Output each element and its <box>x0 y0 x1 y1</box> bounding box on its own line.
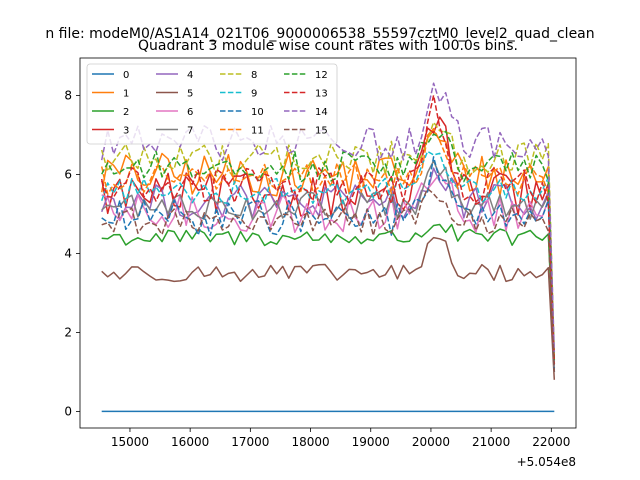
legend-label-11: 11 <box>251 126 264 137</box>
legend-label-0: 0 <box>123 70 129 81</box>
legend-label-14: 14 <box>315 107 328 118</box>
y-tick-label: 8 <box>64 89 72 103</box>
series-line-12 <box>101 130 556 361</box>
plot-series <box>100 82 556 413</box>
legend-label-6: 6 <box>187 107 193 118</box>
series-line-8 <box>100 121 556 357</box>
y-axis-ticks: 0 2 4 6 8 <box>64 89 80 418</box>
y-tick-label: 2 <box>64 325 72 339</box>
y-tick-label: 6 <box>64 167 72 181</box>
series-line-15 <box>101 187 556 372</box>
legend-label-9: 9 <box>251 89 257 100</box>
legend-label-5: 5 <box>187 89 193 100</box>
series-line-10 <box>101 156 556 372</box>
legend-label-4: 4 <box>187 70 193 81</box>
x-tick-label: 16000 <box>171 435 209 449</box>
legend-label-7: 7 <box>187 126 193 137</box>
legend-label-15: 15 <box>315 126 328 137</box>
x-axis-ticks: 15000 16000 17000 18000 19000 20000 21000 22000 <box>111 428 570 449</box>
x-tick-label: 15000 <box>111 435 149 449</box>
legend-label-10: 10 <box>251 107 264 118</box>
legend-box <box>86 63 338 145</box>
series-line-9 <box>100 150 556 365</box>
y-tick-label: 4 <box>64 246 72 260</box>
x-tick-label: 17000 <box>231 435 269 449</box>
legend-label-2: 2 <box>123 107 129 118</box>
legend-label-1: 1 <box>123 89 129 100</box>
chart-title: Quadrant 3 module wise count rates with … <box>138 38 518 54</box>
x-tick-label: 20000 <box>412 435 450 449</box>
legend-label-8: 8 <box>251 70 257 81</box>
series-line-11 <box>100 127 556 361</box>
y-tick-label: 0 <box>64 404 72 418</box>
legend-label-12: 12 <box>315 70 328 81</box>
series-line-5 <box>101 236 556 380</box>
x-tick-label: 18000 <box>291 435 329 449</box>
legend-label-13: 13 <box>315 89 328 100</box>
plot-frame <box>79 57 577 429</box>
x-tick-label: 21000 <box>472 435 510 449</box>
x-offset-label: +5.054e8 <box>517 455 576 469</box>
x-tick-label: 19000 <box>352 435 390 449</box>
suptitle: n file: modeM0/AS1A14_021T06_9000006538_… <box>45 26 594 42</box>
x-tick-label: 22000 <box>532 435 570 449</box>
series-line-13 <box>100 94 556 365</box>
series-line-2 <box>101 223 556 369</box>
legend-label-3: 3 <box>123 126 129 137</box>
